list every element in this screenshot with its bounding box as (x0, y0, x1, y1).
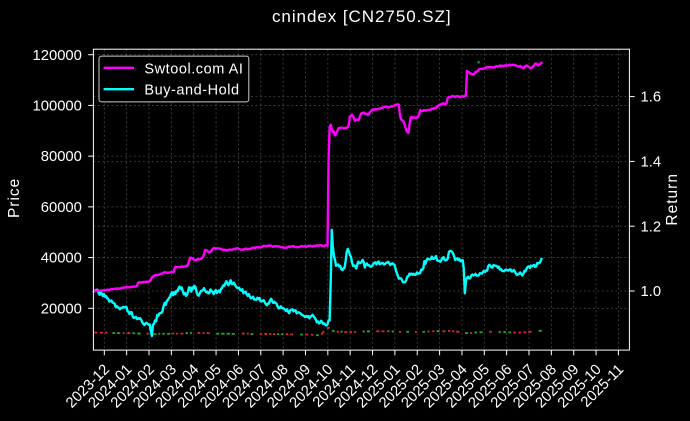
svg-text:40000: 40000 (41, 251, 82, 267)
svg-text:60000: 60000 (41, 200, 82, 216)
svg-text:1.0: 1.0 (641, 284, 662, 300)
svg-text:1.6: 1.6 (641, 90, 662, 106)
svg-text:cnindex [CN2750.SZ]: cnindex [CN2750.SZ] (272, 7, 452, 26)
svg-text:1.4: 1.4 (641, 155, 662, 171)
svg-text:Return: Return (664, 173, 681, 226)
svg-text:120000: 120000 (33, 48, 82, 64)
svg-text:Price: Price (6, 178, 23, 218)
svg-text:Swtool.com AI: Swtool.com AI (144, 61, 243, 77)
svg-text:1.2: 1.2 (641, 219, 662, 235)
svg-text:Buy-and-Hold: Buy-and-Hold (144, 83, 239, 99)
svg-text:100000: 100000 (33, 99, 82, 115)
svg-text:80000: 80000 (41, 149, 82, 165)
svg-text:20000: 20000 (41, 301, 82, 317)
